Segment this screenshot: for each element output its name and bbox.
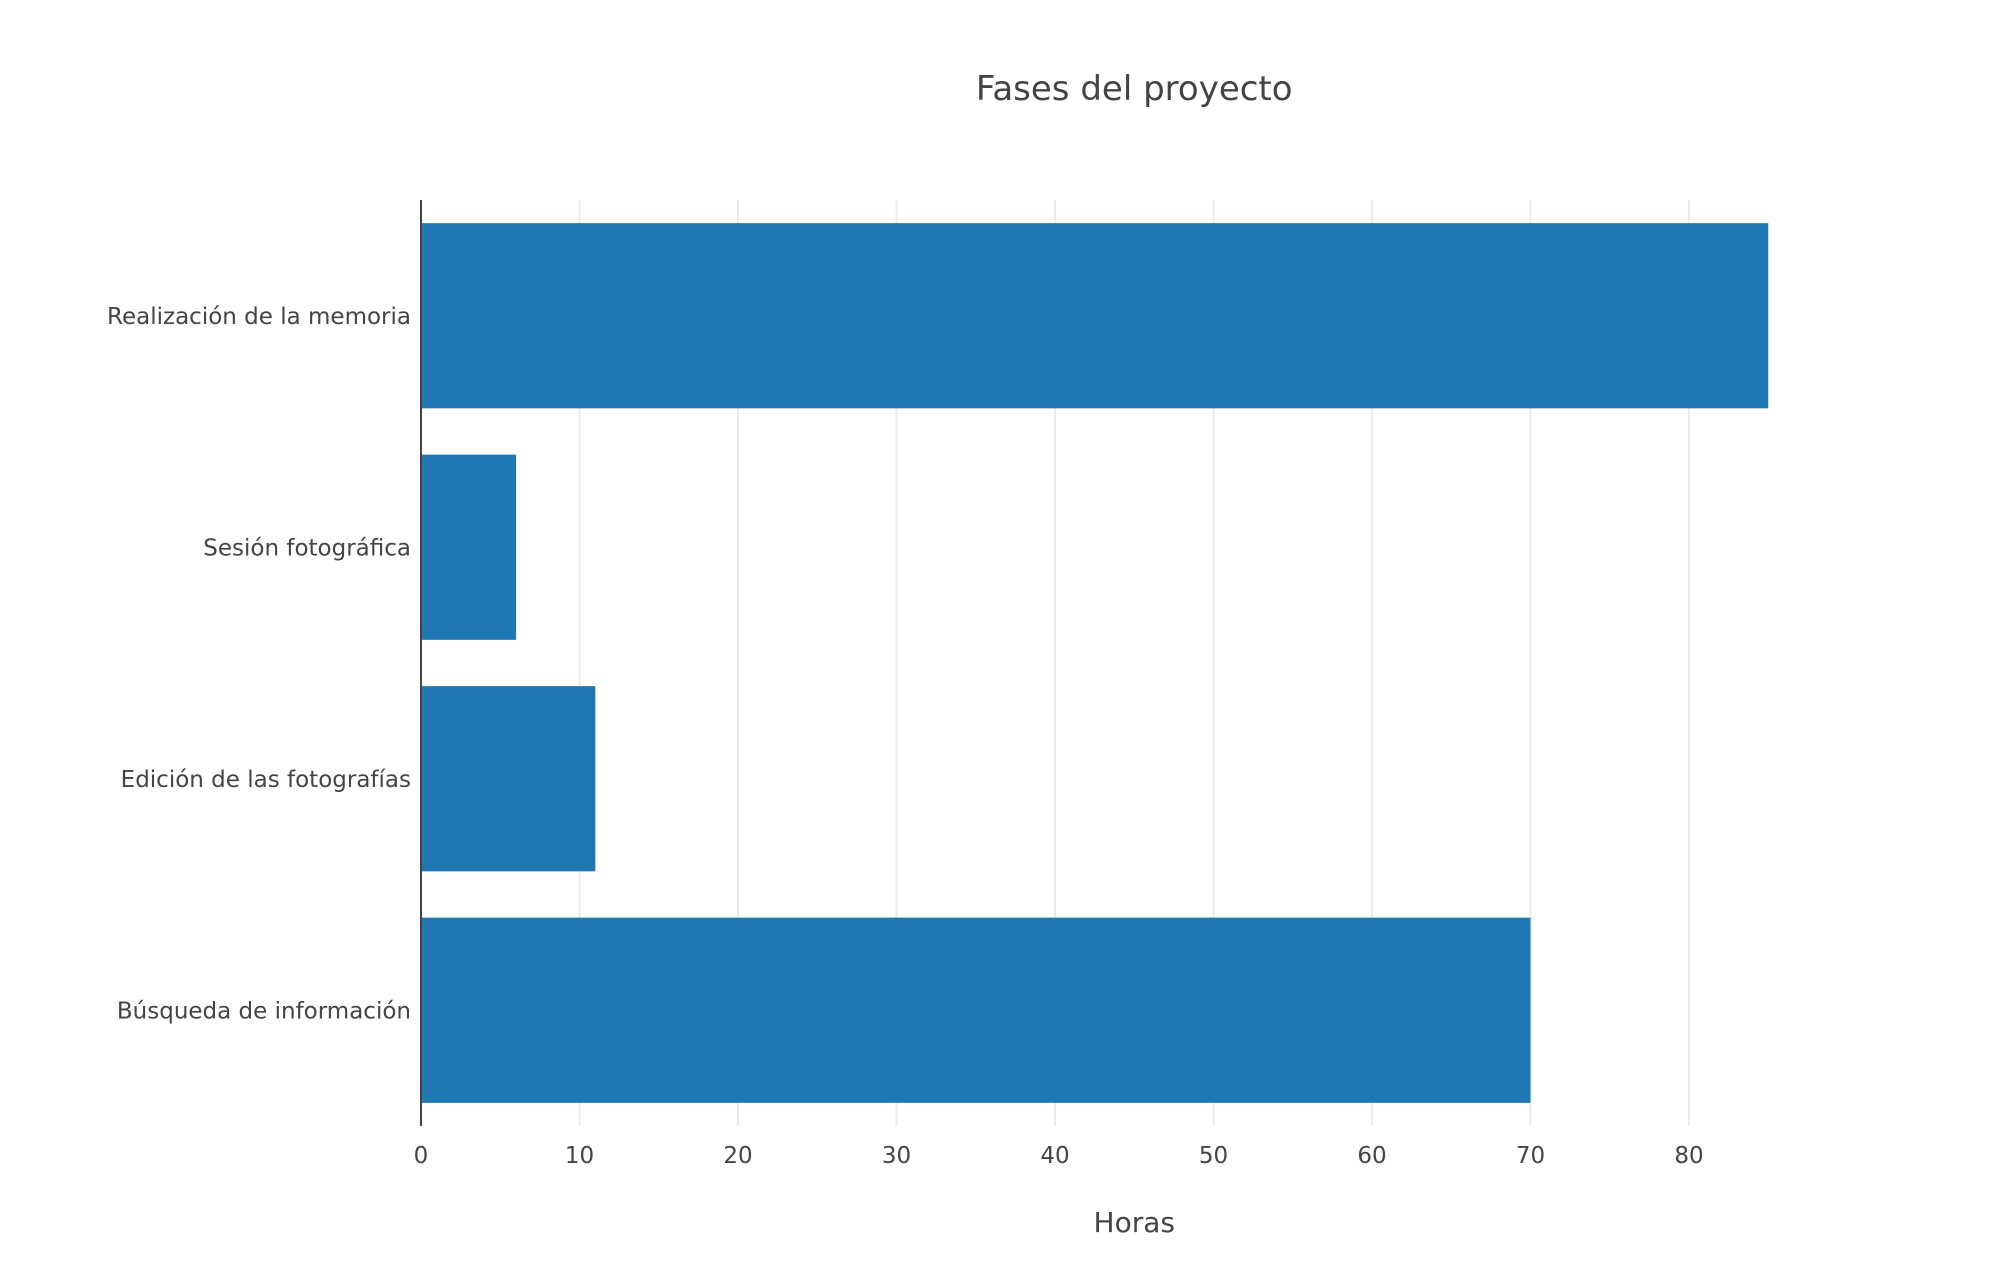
x-tick-label: 80 xyxy=(1674,1143,1703,1169)
bar xyxy=(421,454,517,640)
x-tick-label: 40 xyxy=(1040,1143,1069,1169)
bar xyxy=(421,917,1531,1103)
y-category-label: Edición de las fotografías xyxy=(121,767,411,793)
x-tick-label: 70 xyxy=(1516,1143,1545,1169)
x-tick-label: 10 xyxy=(565,1143,594,1169)
y-category-label: Realización de la memoria xyxy=(107,304,411,330)
x-axis-ticks: 0 10 20 30 40 50 60 70 80 xyxy=(414,1143,1704,1169)
x-tick-label: 60 xyxy=(1357,1143,1386,1169)
bars xyxy=(421,223,1769,1103)
y-category-label: Sesión fotográfica xyxy=(203,535,411,561)
x-tick-label: 50 xyxy=(1199,1143,1228,1169)
bar xyxy=(421,686,596,872)
x-tick-label: 20 xyxy=(723,1143,752,1169)
y-category-label: Búsqueda de información xyxy=(117,998,411,1024)
bar xyxy=(421,223,1769,409)
chart-title: Fases del proyecto xyxy=(976,69,1293,109)
x-axis-title: Horas xyxy=(1094,1206,1175,1239)
x-tick-label: 0 xyxy=(414,1143,429,1169)
x-tick-label: 30 xyxy=(882,1143,911,1169)
y-axis-category-labels: Realización de la memoria Sesión fotográf… xyxy=(107,304,411,1025)
